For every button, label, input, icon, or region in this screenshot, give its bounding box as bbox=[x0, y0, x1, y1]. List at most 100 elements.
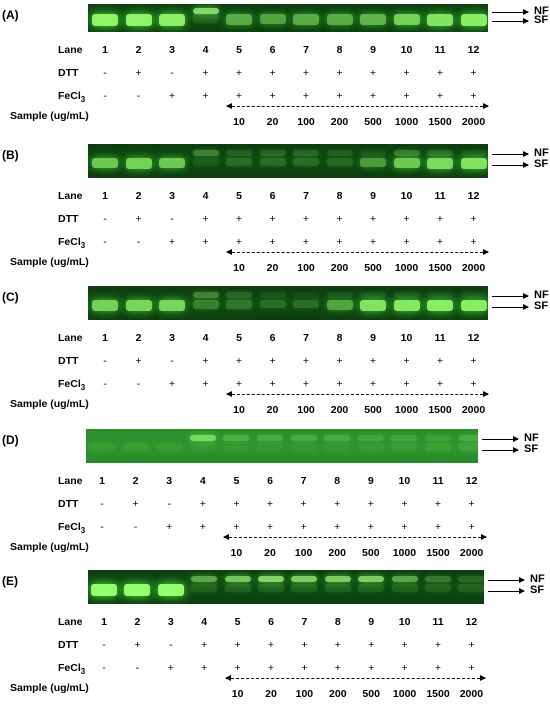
fecl3-value: + bbox=[368, 662, 375, 674]
dtt-value: - bbox=[170, 67, 174, 79]
nf-band bbox=[192, 150, 219, 157]
sample-concentration: 20 bbox=[266, 116, 279, 128]
panel-label: (E) bbox=[2, 574, 18, 588]
arrowhead-right bbox=[480, 675, 487, 681]
dtt-value: + bbox=[401, 639, 408, 651]
row-label-lane: Lane bbox=[58, 332, 83, 344]
dtt-value: + bbox=[235, 355, 243, 367]
sf-band bbox=[189, 442, 216, 451]
lane-number: 3 bbox=[167, 616, 174, 628]
lane-number: 10 bbox=[400, 332, 413, 344]
fecl3-value: + bbox=[269, 378, 276, 390]
nf-band bbox=[189, 435, 216, 442]
lane-number: 1 bbox=[102, 190, 108, 202]
lane-number: 4 bbox=[202, 44, 209, 56]
dtt-value: + bbox=[135, 355, 142, 367]
sf-band bbox=[324, 442, 351, 451]
sample-concentration: 20 bbox=[264, 547, 276, 559]
fecl3-value: + bbox=[436, 236, 444, 248]
sample-concentration: 100 bbox=[297, 262, 315, 274]
lane-number: 10 bbox=[398, 616, 411, 628]
dtt-value: + bbox=[436, 213, 444, 225]
panel-label: (D) bbox=[2, 433, 19, 447]
lane-number: 8 bbox=[336, 44, 343, 56]
dtt-value: + bbox=[302, 213, 310, 225]
sample-concentration: 1500 bbox=[426, 688, 450, 700]
sf-band bbox=[326, 157, 353, 167]
sample-concentration: 1000 bbox=[392, 547, 417, 559]
gel-image bbox=[88, 4, 488, 32]
lane-number: 6 bbox=[269, 44, 276, 56]
fecl3-value: + bbox=[369, 90, 377, 102]
lane-number: 5 bbox=[236, 332, 242, 344]
fecl3-value: - bbox=[103, 378, 107, 390]
dtt-value: + bbox=[135, 213, 142, 225]
lane-number: 6 bbox=[269, 332, 276, 344]
lane-number: 6 bbox=[269, 190, 276, 202]
dtt-value: + bbox=[202, 213, 209, 225]
dtt-value: + bbox=[302, 355, 310, 367]
lane-number: 2 bbox=[135, 332, 142, 344]
lane-number: 2 bbox=[135, 190, 142, 202]
sample-range-arrow bbox=[224, 675, 487, 681]
sample-concentration: 1000 bbox=[394, 262, 419, 274]
sf-band bbox=[293, 299, 319, 309]
fecl3-value: + bbox=[266, 521, 274, 533]
sf-band bbox=[324, 583, 351, 593]
dtt-value: - bbox=[169, 639, 173, 651]
sample-concentration: 1000 bbox=[394, 116, 419, 128]
sf-band bbox=[257, 442, 283, 451]
fecl3-value: + bbox=[168, 90, 176, 102]
sf-label: SF bbox=[534, 299, 549, 312]
fecl3-subscript: 3 bbox=[80, 383, 86, 393]
sf-band bbox=[458, 442, 478, 452]
lane-number: 10 bbox=[398, 475, 411, 487]
sf-band bbox=[125, 14, 152, 27]
gel-panel: (B) NF SF Lane DTT FeCl3 Sample (ug/mL) 1- -2 + -3… bbox=[0, 140, 550, 278]
sample-range-arrow bbox=[223, 534, 487, 540]
nf-band bbox=[357, 435, 384, 442]
lane-number: 12 bbox=[465, 475, 478, 487]
lane-number: 10 bbox=[400, 190, 413, 202]
dtt-value: + bbox=[267, 639, 275, 651]
fecl3-text: FeCl bbox=[58, 662, 81, 674]
sf-label: SF bbox=[524, 442, 539, 455]
fecl3-value: + bbox=[401, 521, 408, 533]
sf-band bbox=[293, 157, 319, 167]
sf-label: SF bbox=[534, 157, 549, 170]
fecl3-value: + bbox=[269, 90, 276, 102]
fecl3-value: - bbox=[100, 521, 104, 533]
dtt-value: + bbox=[233, 498, 240, 510]
row-label-dtt: DTT bbox=[58, 67, 79, 79]
fecl3-value: - bbox=[133, 521, 138, 533]
nf-arrow bbox=[492, 151, 529, 158]
nf-band bbox=[360, 292, 386, 299]
lane-number: 8 bbox=[336, 190, 343, 202]
fecl3-value: + bbox=[202, 90, 209, 102]
sf-band bbox=[92, 157, 118, 169]
dtt-value: + bbox=[235, 67, 243, 79]
sf-band bbox=[326, 299, 353, 310]
sf-band bbox=[91, 583, 117, 596]
sf-band bbox=[159, 299, 185, 311]
fecl3-value: + bbox=[302, 378, 310, 390]
fecl3-value: + bbox=[202, 378, 209, 390]
dtt-value: - bbox=[103, 67, 107, 79]
gel-image bbox=[86, 429, 478, 463]
sf-band bbox=[460, 299, 487, 312]
row-label-dtt: DTT bbox=[58, 355, 79, 367]
sf-band bbox=[357, 442, 384, 451]
lane-number: 7 bbox=[301, 616, 308, 628]
fecl3-value: + bbox=[468, 662, 475, 674]
dtt-value: + bbox=[269, 213, 276, 225]
sample-concentration: 100 bbox=[297, 116, 315, 128]
sample-concentration: 2000 bbox=[461, 116, 486, 128]
dtt-value: + bbox=[336, 213, 343, 225]
sample-concentration: 20 bbox=[266, 262, 279, 274]
sample-concentration: 500 bbox=[364, 116, 382, 128]
sf-arrow bbox=[492, 161, 529, 168]
row-label-sample: Sample (ug/mL) bbox=[10, 398, 89, 410]
arrowhead-right bbox=[482, 249, 489, 255]
gel-image bbox=[88, 570, 484, 604]
sf-band bbox=[460, 14, 487, 26]
